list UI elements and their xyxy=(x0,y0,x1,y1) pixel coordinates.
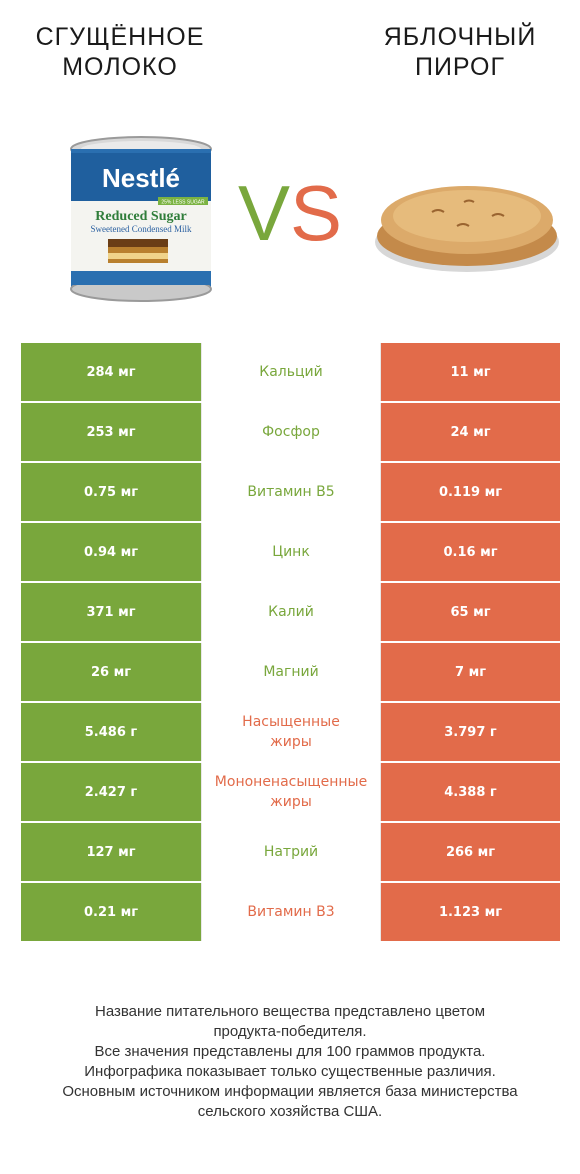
nutrient-name: Витамин B3 xyxy=(201,882,381,943)
left-value: 0.75 мг xyxy=(21,462,202,523)
right-value: 266 мг xyxy=(380,822,560,883)
apple-pie-image xyxy=(375,186,559,272)
right-value: 0.119 мг xyxy=(380,462,560,523)
condensed-milk-can-image: Nestlé 25% LESS SUGAR Reduced Sugar Swee… xyxy=(70,136,212,302)
table-row: 0.75 мг Витамин B5 0.119 мг xyxy=(21,462,560,523)
left-value: 253 мг xyxy=(21,402,202,463)
table-row: 0.21 мг Витамин B3 1.123 мг xyxy=(21,882,560,943)
right-value: 11 мг xyxy=(380,343,560,403)
table-row: 2.427 г Мононенасыщенные жиры 4.388 г xyxy=(21,762,560,823)
left-value: 371 мг xyxy=(21,582,202,643)
right-value: 3.797 г xyxy=(380,702,560,763)
versus-v: V xyxy=(237,169,290,257)
nutrient-name: Калий xyxy=(201,582,381,643)
right-value: 24 мг xyxy=(380,402,560,463)
right-value: 4.388 г xyxy=(380,762,560,823)
table-row: 0.94 мг Цинк 0.16 мг xyxy=(21,522,560,583)
versus-s: S xyxy=(290,169,343,257)
nutrient-name: Насыщенные жиры xyxy=(201,702,381,763)
footer-line: Инфографика показывает только существенн… xyxy=(84,1063,496,1080)
nutrient-name: Магний xyxy=(201,642,381,703)
versus-label: VS xyxy=(222,168,358,258)
table-row: 26 мг Магний 7 мг xyxy=(21,642,560,703)
footer-notes: Название питательного вещества представл… xyxy=(0,1002,580,1122)
table-row: 284 мг Кальций 11 мг xyxy=(21,343,560,403)
comparison-table: 284 мг Кальций 11 мг 253 мг Фосфор 24 мг 0.75 … xyxy=(21,343,560,943)
nutrient-name: Натрий xyxy=(201,822,381,883)
right-value: 1.123 мг xyxy=(380,882,560,943)
table-row: 5.486 г Насыщенные жиры 3.797 г xyxy=(21,702,560,763)
footer-line: Все значения представлены для 100 граммо… xyxy=(94,1043,486,1060)
left-product-title: СГУЩЁННОЕ МОЛОКО xyxy=(35,23,205,81)
footer-line: Основным источником информации является … xyxy=(62,1083,518,1100)
left-value: 26 мг xyxy=(21,642,202,703)
footer-line: продукта-победителя. xyxy=(213,1023,367,1040)
right-product-title: ЯБЛОЧНЫЙ ПИРОГ xyxy=(383,23,537,81)
table-row: 127 мг Натрий 266 мг xyxy=(21,822,560,883)
nutrient-name: Кальций xyxy=(201,343,381,403)
can-line1-text: Reduced Sugar xyxy=(95,209,186,224)
can-line2-text: Sweetened Condensed Milk xyxy=(91,224,192,234)
left-value: 0.94 мг xyxy=(21,522,202,583)
table-row: 253 мг Фосфор 24 мг xyxy=(21,402,560,463)
nutrient-name: Мононенасыщенные жиры xyxy=(201,762,381,823)
right-value: 0.16 мг xyxy=(380,522,560,583)
table-row: 371 мг Калий 65 мг xyxy=(21,582,560,643)
left-value: 127 мг xyxy=(21,822,202,883)
nutrient-name: Фосфор xyxy=(201,402,381,463)
can-brand-text: Nestlé xyxy=(102,163,180,193)
left-value: 284 мг xyxy=(21,343,202,403)
right-value: 65 мг xyxy=(380,582,560,643)
left-value: 2.427 г xyxy=(21,762,202,823)
footer-line: сельского хозяйства США. xyxy=(197,1103,383,1120)
right-value: 7 мг xyxy=(380,642,560,703)
footer-line: Название питательного вещества представл… xyxy=(94,1003,486,1020)
left-value: 5.486 г xyxy=(21,702,202,763)
left-value: 0.21 мг xyxy=(21,882,202,943)
can-tag-text: 25% LESS SUGAR xyxy=(161,200,205,206)
nutrient-name: Цинк xyxy=(201,522,381,583)
nutrient-name: Витамин B5 xyxy=(201,462,381,523)
